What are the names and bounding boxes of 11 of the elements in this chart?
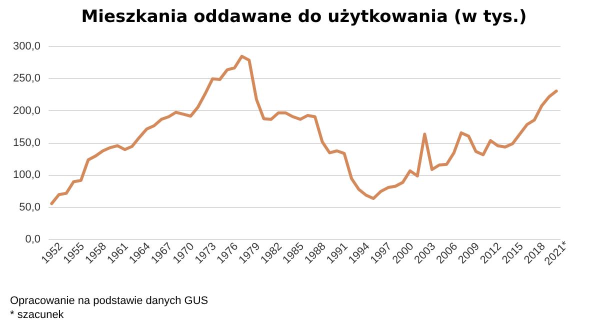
y-tick-label: 300,0 [12,40,40,52]
y-tick-label: 100,0 [12,169,40,182]
y-tick-label: 200,0 [12,104,40,117]
chart-title: Mieszkania oddawane do użytkowania (w tys.) [81,7,527,27]
text: * szacunek [10,308,65,322]
line-series [50,54,558,206]
y-tick-label: 150,0 [12,137,40,149]
text: Opracowanie na podstawie danych GUS [10,294,208,308]
y-tick-label: 0,0 [25,234,40,246]
y-tick-label: 50,0 [19,201,40,214]
y-tick-label: 250,0 [12,72,40,85]
